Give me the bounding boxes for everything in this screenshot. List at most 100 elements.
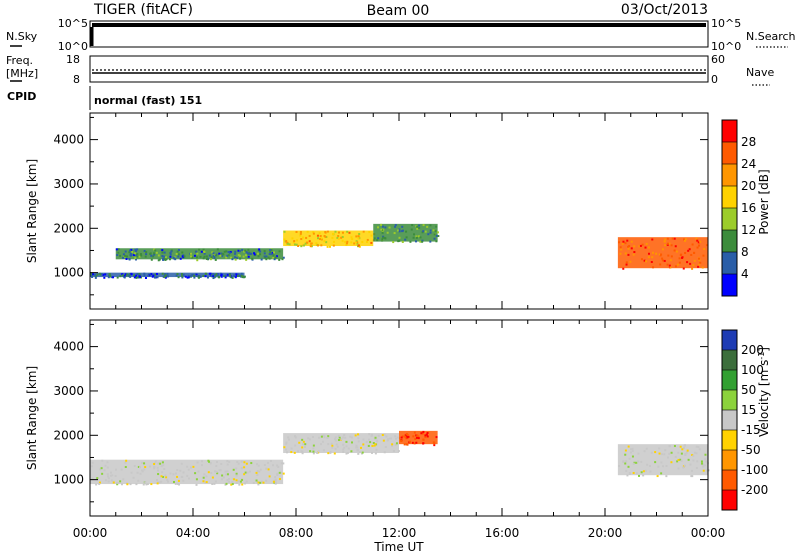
power-echo-cell: [150, 258, 153, 261]
power-echo-cell: [658, 253, 661, 256]
power-echo-cell: [96, 273, 99, 276]
power-echo-cell: [365, 240, 368, 243]
velocity-echo-cell: [91, 477, 94, 480]
power-echo-cell: [153, 253, 156, 256]
velocity-echo-cell: [643, 450, 646, 453]
power-echo-cell: [299, 232, 302, 235]
velocity-echo-cell: [345, 445, 348, 448]
power-echo-cell: [283, 238, 286, 241]
power-echo-cell: [392, 241, 395, 244]
power-echo-cell: [260, 258, 263, 261]
power-echo-cell: [187, 274, 190, 277]
power-colorbar-swatch: [722, 142, 737, 165]
power-echo-cell: [691, 267, 694, 270]
power-echo-cell: [236, 274, 239, 277]
velocity-echo-cell: [414, 437, 417, 440]
power-echo-cell: [196, 259, 199, 262]
power-echo-cell: [697, 241, 700, 244]
power-echo-cell: [253, 253, 256, 256]
power-echo-cell: [414, 240, 417, 243]
velocity-echo-cell: [240, 460, 243, 463]
power-echo-cell: [212, 277, 215, 280]
power-echo-cell: [308, 240, 311, 243]
velocity-echo-cell: [425, 433, 428, 436]
power-echo-cell: [627, 245, 630, 248]
velocity-echo-cell: [426, 435, 429, 438]
velocity-echo-cell: [202, 480, 205, 483]
power-echo-cell: [147, 274, 150, 277]
power-echo-cell: [628, 244, 631, 247]
power-echo-cell: [144, 276, 147, 279]
power-echo-cell: [136, 255, 139, 258]
velocity-echo-cell: [285, 442, 288, 445]
velocity-echo-cell: [205, 475, 208, 478]
power-echo-cell: [698, 244, 701, 247]
power-echo-cell: [154, 273, 157, 276]
velocity-echo-cell: [178, 483, 181, 486]
power-echo-cell: [381, 230, 384, 233]
power-echo-cell: [346, 230, 349, 233]
power-echo-cell: [138, 275, 141, 278]
power-echo-cell: [245, 251, 248, 254]
velocity-echo-cell: [357, 440, 360, 443]
power-echo-cell: [416, 227, 419, 230]
velocity-echo-cell: [263, 463, 266, 466]
power-echo-cell: [332, 233, 335, 236]
velocity-echo-cell: [180, 462, 183, 465]
power-echo-cell: [622, 240, 625, 243]
velocity-echo-cell: [692, 454, 695, 457]
velocity-echo-cell: [277, 465, 280, 468]
power-echo-cell: [424, 230, 427, 233]
velocity-echo-cell: [343, 434, 346, 437]
velocity-echo-cell: [693, 451, 696, 454]
velocity-echo-cell: [387, 438, 390, 441]
velocity-echo-cell: [702, 463, 705, 466]
power-echo-cell: [193, 276, 196, 279]
velocity-echo-cell: [156, 466, 159, 469]
velocity-echo-cell: [241, 478, 244, 481]
velocity-echo-cell: [153, 467, 156, 470]
power-echo-cell: [681, 256, 684, 259]
velocity-echo-cell: [660, 472, 663, 475]
velocity-echo-cell: [677, 458, 680, 461]
velocity-echo-cell: [682, 466, 685, 469]
power-echo-cell: [355, 235, 358, 238]
velocity-echo-cell: [136, 471, 139, 474]
power-echo-cell: [659, 263, 662, 266]
velocity-echo-cell: [320, 435, 323, 438]
velocity-echo-cell: [658, 452, 661, 455]
velocity-echo-cell: [286, 451, 289, 454]
velocity-echo-cell: [360, 446, 363, 449]
velocity-echo-cell: [372, 442, 375, 445]
velocity-colorbar-tick-label: 50: [741, 383, 756, 397]
power-echo-cell: [334, 230, 337, 233]
velocity-echo-cell: [642, 474, 645, 477]
power-echo-cell: [128, 251, 131, 254]
power-echo-cell: [661, 248, 664, 251]
velocity-echo-cell: [679, 445, 682, 448]
velocity-echo-cell: [230, 483, 233, 486]
velocity-echo-cell: [107, 480, 110, 483]
power-echo-cell: [699, 240, 702, 243]
power-echo-cell: [135, 254, 138, 257]
velocity-echo-cell: [342, 436, 345, 439]
power-echo-cell: [651, 238, 654, 241]
velocity-colorbar-tick-label: 200: [741, 343, 764, 357]
power-echo-cell: [220, 275, 223, 278]
velocity-echo-cell: [190, 466, 193, 469]
velocity-ytick-label: 2000: [53, 428, 84, 442]
power-colorbar-swatch: [722, 252, 737, 275]
velocity-echo-cell: [626, 474, 629, 477]
velocity-echo-cell: [371, 433, 374, 436]
velocity-echo-cell: [662, 465, 665, 468]
velocity-echo-cell: [255, 463, 258, 466]
velocity-echo-cell: [668, 445, 671, 448]
velocity-echo-cell: [235, 474, 238, 477]
power-echo-cell: [341, 236, 344, 239]
power-echo-cell: [235, 274, 238, 277]
velocity-echo-cell: [640, 471, 643, 474]
velocity-echo-cell: [155, 478, 158, 481]
power-echo-cell: [175, 274, 178, 277]
power-echo-cell: [315, 242, 318, 245]
power-echo-cell: [218, 252, 221, 255]
